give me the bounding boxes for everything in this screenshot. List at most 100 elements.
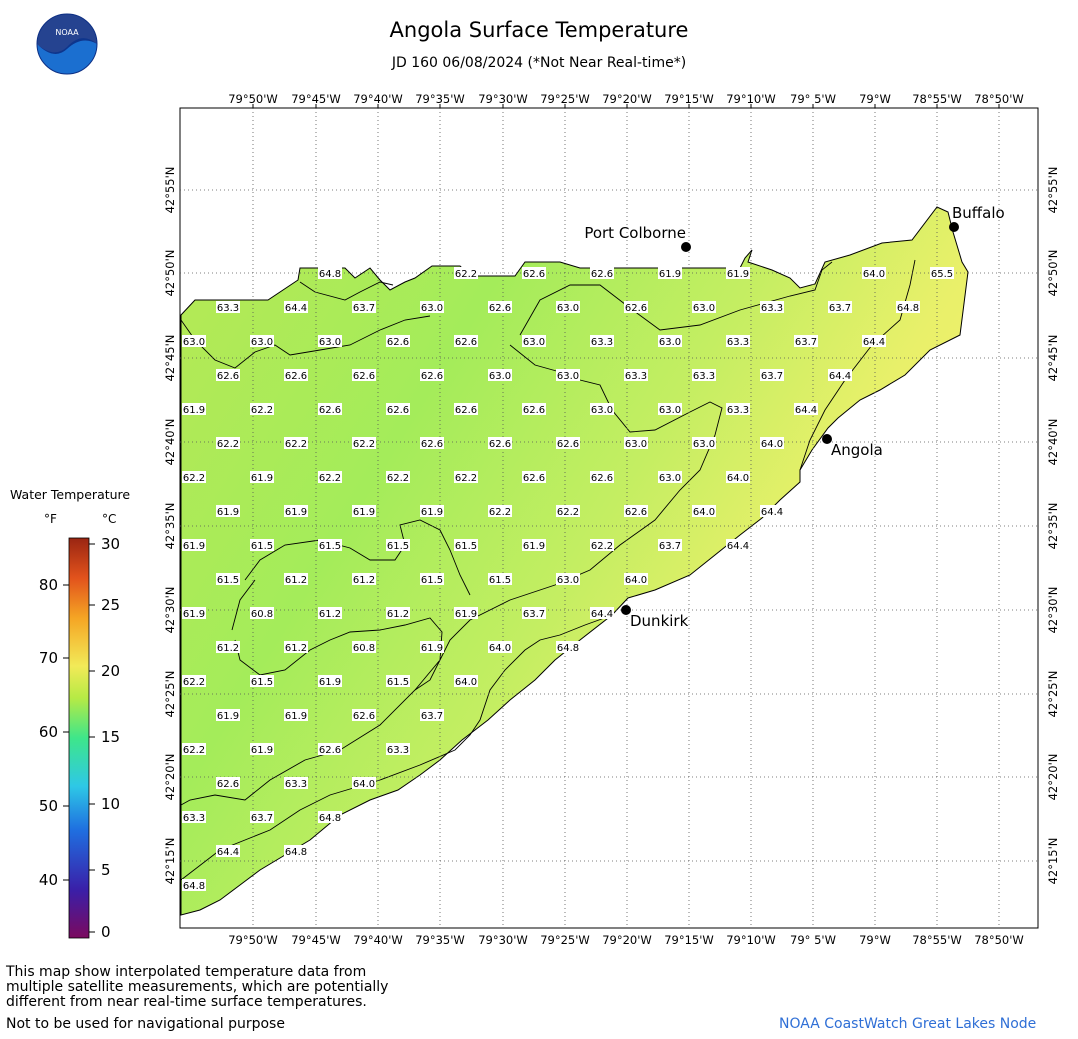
temperature-value-text: 61.9 [285, 507, 307, 518]
noaa-logo: NOAA [36, 13, 98, 75]
temperature-value: 63.0 [624, 437, 648, 450]
temperature-value-text: 64.0 [863, 269, 885, 280]
legend-f-tick: 80 [39, 576, 58, 594]
longitude-label: 79°40'W [353, 92, 403, 106]
temperature-value: 61.5 [250, 539, 274, 552]
temperature-value-text: 61.9 [353, 507, 375, 518]
temperature-value-bg [896, 301, 920, 313]
temperature-value-bg [624, 573, 648, 585]
temperature-value-bg [352, 301, 376, 313]
temperature-value: 62.6 [488, 301, 512, 314]
temperature-value-bg [352, 573, 376, 585]
temperature-value-text: 62.6 [591, 473, 613, 484]
temperature-value: 63.3 [182, 811, 206, 824]
temperature-value-text: 61.5 [421, 575, 443, 586]
temperature-value-bg [488, 369, 512, 381]
temperature-value-text: 61.9 [659, 269, 681, 280]
temperature-value: 61.9 [420, 641, 444, 654]
temperature-value-text: 62.6 [557, 439, 579, 450]
temperature-value-bg [692, 505, 716, 517]
longitude-label: 78°50'W [974, 92, 1024, 106]
temperature-value: 64.4 [216, 845, 240, 858]
temperature-value-bg [420, 641, 444, 653]
temperature-value: 63.7 [794, 335, 818, 348]
temperature-value-bg [386, 471, 410, 483]
temperature-value: 64.0 [454, 675, 478, 688]
temperature-value: 62.2 [352, 437, 376, 450]
temperature-value-text: 62.6 [591, 269, 613, 280]
temperature-value-text: 64.0 [625, 575, 647, 586]
temperature-value: 62.6 [318, 403, 342, 416]
temperature-value: 62.2 [216, 437, 240, 450]
temperature-value: 63.0 [658, 335, 682, 348]
temperature-value: 61.5 [420, 573, 444, 586]
temperature-value-bg [182, 675, 206, 687]
longitude-label: 79°20'W [602, 933, 652, 947]
latitude-label: 42°40'N [163, 419, 177, 466]
temperature-value-text: 62.2 [251, 405, 273, 416]
temperature-value: 62.6 [352, 709, 376, 722]
temperature-value-text: 62.6 [353, 711, 375, 722]
temperature-value-text: 62.6 [421, 439, 443, 450]
isotherm-lines [180, 259, 916, 881]
disclaimer-line: multiple satellite measurements, which a… [6, 979, 389, 995]
temperature-value: 62.2 [318, 471, 342, 484]
temperature-value-bg [216, 641, 240, 653]
temperature-value-text: 62.2 [183, 473, 205, 484]
temperature-value-text: 64.4 [217, 847, 239, 858]
temperature-value: 64.4 [726, 539, 750, 552]
latitude-label: 42°55'N [163, 167, 177, 214]
temperature-value: 62.6 [318, 743, 342, 756]
temperature-value-bg [284, 437, 308, 449]
temperature-value-text: 63.3 [761, 303, 783, 314]
temperature-value-bg [454, 607, 478, 619]
temperature-value: 63.3 [624, 369, 648, 382]
temperature-value-bg [590, 403, 614, 415]
temperature-value-bg [726, 335, 750, 347]
temperature-value: 62.2 [182, 675, 206, 688]
temperature-value-text: 63.0 [659, 337, 681, 348]
temperature-value-text: 62.2 [319, 473, 341, 484]
temperature-value-text: 62.6 [523, 269, 545, 280]
temperature-value-text: 62.2 [387, 473, 409, 484]
temperature-value-bg [420, 437, 444, 449]
temperature-value-bg [488, 641, 512, 653]
temperature-value: 61.9 [250, 743, 274, 756]
temperature-value-bg [250, 675, 274, 687]
temperature-value-text: 61.2 [387, 609, 409, 620]
temperature-value-bg [284, 301, 308, 313]
temperature-value-bg [658, 539, 682, 551]
temperature-value: 63.0 [590, 403, 614, 416]
legend-c-tick: 30 [101, 535, 120, 553]
temperature-value-bg [488, 437, 512, 449]
latitude-label: 42°45'N [1046, 335, 1060, 382]
temperature-value: 61.9 [522, 539, 546, 552]
temperature-value: 61.9 [182, 539, 206, 552]
temperature-value-bg [726, 267, 750, 279]
temperature-value-text: 64.4 [829, 371, 851, 382]
temperature-value-text: 64.4 [285, 303, 307, 314]
temperature-value: 62.6 [454, 403, 478, 416]
latitude-label: 42°25'N [1046, 671, 1060, 718]
temperature-value-bg [216, 437, 240, 449]
latitude-label: 42°15'N [163, 838, 177, 885]
temperature-value-text: 61.5 [217, 575, 239, 586]
legend-f-tick: 50 [39, 797, 58, 815]
temperature-value-bg [420, 505, 444, 517]
latitude-label: 42°40'N [1046, 419, 1060, 466]
latitude-label: 42°20'N [163, 754, 177, 801]
temperature-value-text: 63.0 [489, 371, 511, 382]
temperature-value-text: 62.6 [285, 371, 307, 382]
temperature-value: 63.3 [692, 369, 716, 382]
temperature-value: 62.2 [182, 743, 206, 756]
temperature-value: 61.9 [250, 471, 274, 484]
latitude-label: 42°50'N [163, 250, 177, 297]
city-label: Dunkirk [630, 612, 689, 630]
temperature-value-text: 63.3 [591, 337, 613, 348]
temperature-value-text: 64.4 [761, 507, 783, 518]
temperature-value-bg [590, 471, 614, 483]
temperature-value: 61.2 [318, 607, 342, 620]
temperature-value-bg [590, 539, 614, 551]
temperature-value: 62.6 [386, 335, 410, 348]
latitude-label: 42°55'N [1046, 167, 1060, 214]
